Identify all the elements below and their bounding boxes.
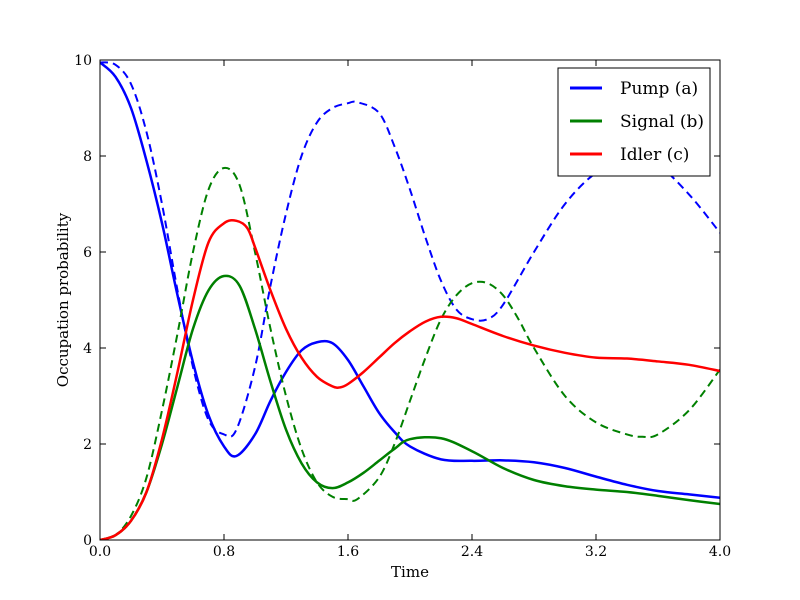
legend: Pump (a) Signal (b) Idler (c) <box>557 67 711 177</box>
series-line-signal-b-dashed <box>100 166 720 540</box>
series-layer <box>100 61 720 540</box>
series-line-signal-b-solid <box>100 274 720 540</box>
x-tick-label: 1.6 <box>337 544 359 560</box>
legend-label-signal: Signal (b) <box>620 112 704 132</box>
x-tick-label: 0.8 <box>213 544 235 560</box>
x-axis-label: Time <box>391 563 429 581</box>
y-tick-label: 2 <box>83 437 92 453</box>
series-line-pump-a-solid <box>100 61 720 500</box>
x-tick-label: 3.2 <box>585 544 607 560</box>
y-tick-label: 8 <box>83 149 92 165</box>
x-tick-label: 4.0 <box>709 544 731 560</box>
y-tick-label: 4 <box>83 341 92 357</box>
tick-layer: 0.0 0.8 1.6 2.4 3.2 4.0 0 2 4 6 8 10 <box>74 53 731 560</box>
series-line-idler-c-solid <box>100 219 720 540</box>
legend-label-pump: Pump (a) <box>620 79 698 99</box>
x-tick-label: 0.0 <box>89 544 111 560</box>
y-tick-label: 6 <box>83 245 92 261</box>
plot-frame <box>99 59 721 541</box>
x-tick-label: 2.4 <box>461 544 483 560</box>
y-tick-label: 0 <box>83 533 92 549</box>
y-tick-label: 10 <box>74 53 92 69</box>
y-axis-label: Occupation probability <box>54 212 72 387</box>
legend-label-idler: Idler (c) <box>620 145 689 165</box>
